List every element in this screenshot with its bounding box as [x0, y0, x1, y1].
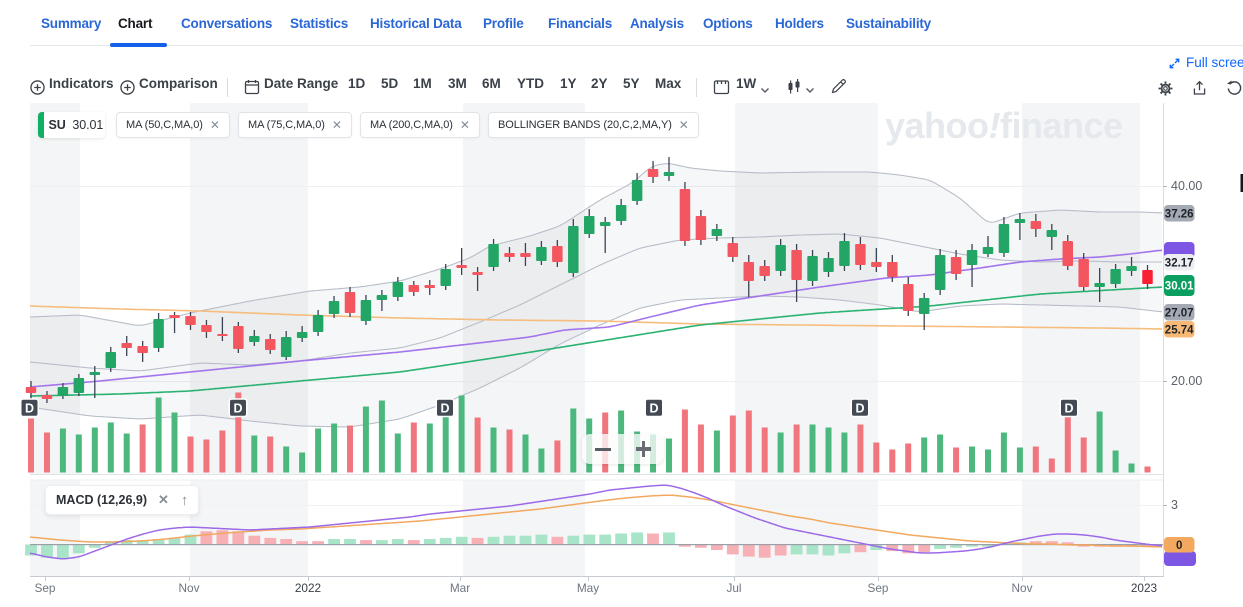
svg-text:3: 3	[1171, 498, 1178, 512]
svg-text:Sep: Sep	[35, 581, 56, 595]
svg-text:40.00: 40.00	[1171, 179, 1202, 193]
svg-text:D: D	[649, 402, 658, 416]
svg-text:Sep: Sep	[868, 581, 889, 595]
svg-text:20.00: 20.00	[1171, 374, 1202, 388]
svg-text:25.74: 25.74	[1165, 324, 1194, 336]
svg-text:May: May	[577, 581, 599, 595]
svg-text:D: D	[440, 402, 449, 416]
svg-text:32.17: 32.17	[1165, 257, 1194, 269]
svg-text:D: D	[233, 402, 242, 416]
svg-text:2022: 2022	[295, 581, 321, 595]
svg-text:27.07: 27.07	[1165, 307, 1194, 319]
svg-text:37.26: 37.26	[1165, 208, 1194, 220]
svg-text:D: D	[855, 402, 864, 416]
svg-text:Mar: Mar	[450, 581, 470, 595]
svg-text:D: D	[1064, 402, 1073, 416]
svg-text:2023: 2023	[1131, 581, 1158, 595]
svg-text:Nov: Nov	[179, 581, 200, 595]
svg-text:Jul: Jul	[726, 581, 741, 595]
svg-text:Nov: Nov	[1012, 581, 1033, 595]
svg-text:D: D	[25, 402, 34, 416]
svg-text:30.01: 30.01	[1165, 281, 1194, 293]
svg-text:0: 0	[1176, 540, 1182, 552]
